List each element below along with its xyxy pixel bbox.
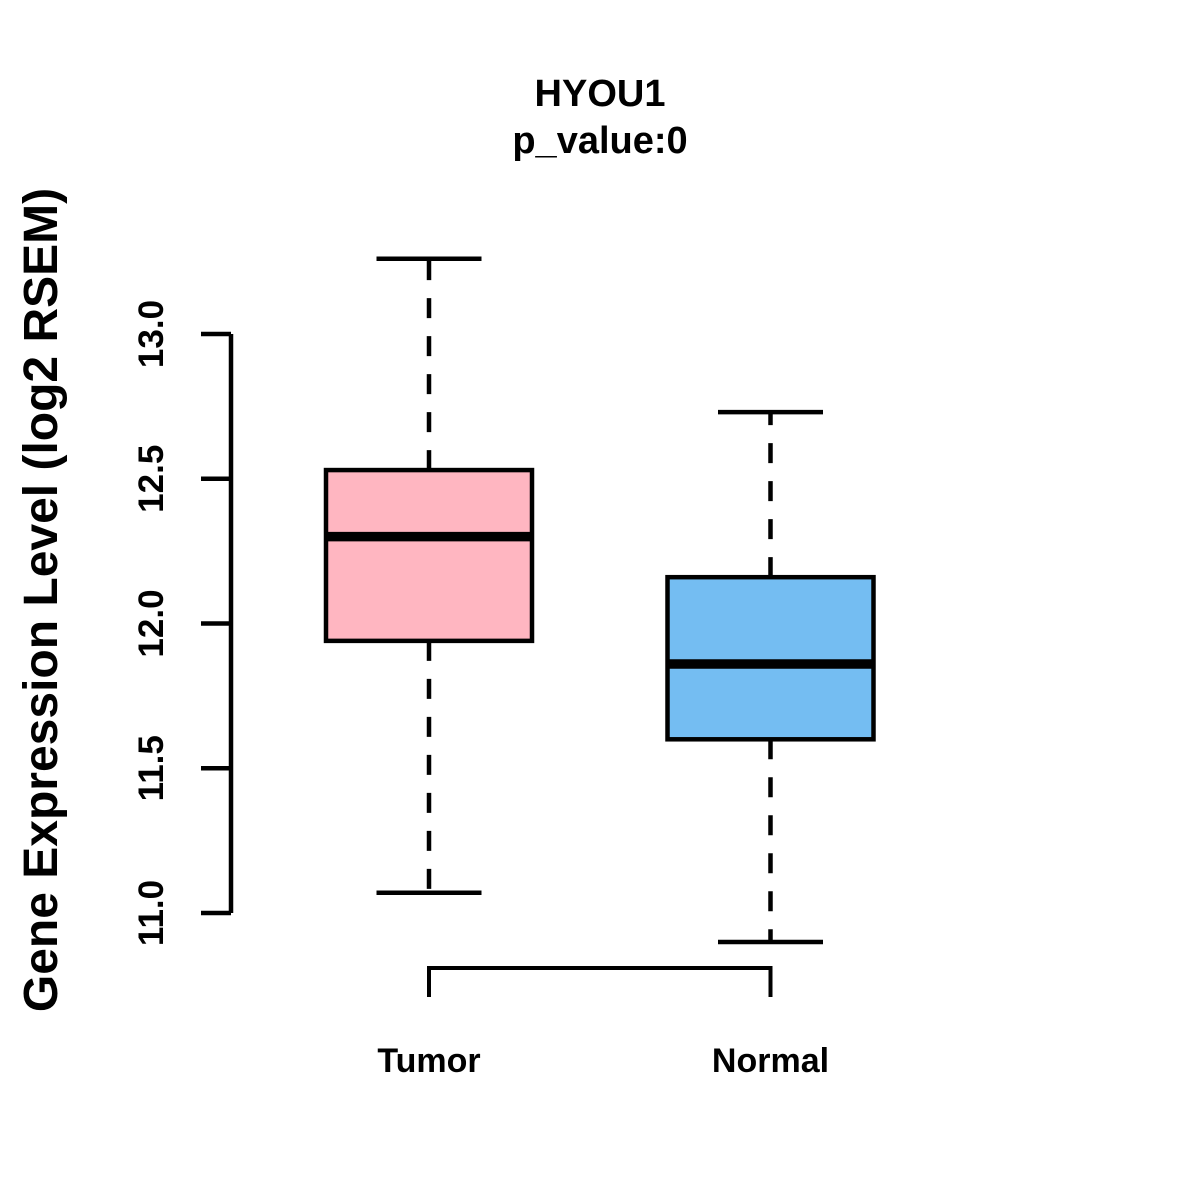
chart-title: HYOU1 [535,73,666,115]
plot-area: 11.0 11.5 12.0 12.5 13.0 Tumor Normal [132,256,876,1080]
box-normal [665,574,876,742]
y-tick-label: 12.5 [132,445,171,513]
y-tick-label: 11.0 [132,880,171,946]
y-tick-label: 11.5 [132,735,171,801]
box-tumor [323,467,535,644]
comparison-bracket [427,966,773,997]
y-tick-label: 12.0 [132,589,171,657]
y-tick-label: 13.0 [132,300,171,368]
y-axis-label: Gene Expression Level (log2 RSEM) [15,188,68,1012]
category-label-normal: Normal [712,1042,829,1080]
category-label-tumor: Tumor [377,1042,480,1080]
chart-subtitle: p_value:0 [512,120,687,162]
